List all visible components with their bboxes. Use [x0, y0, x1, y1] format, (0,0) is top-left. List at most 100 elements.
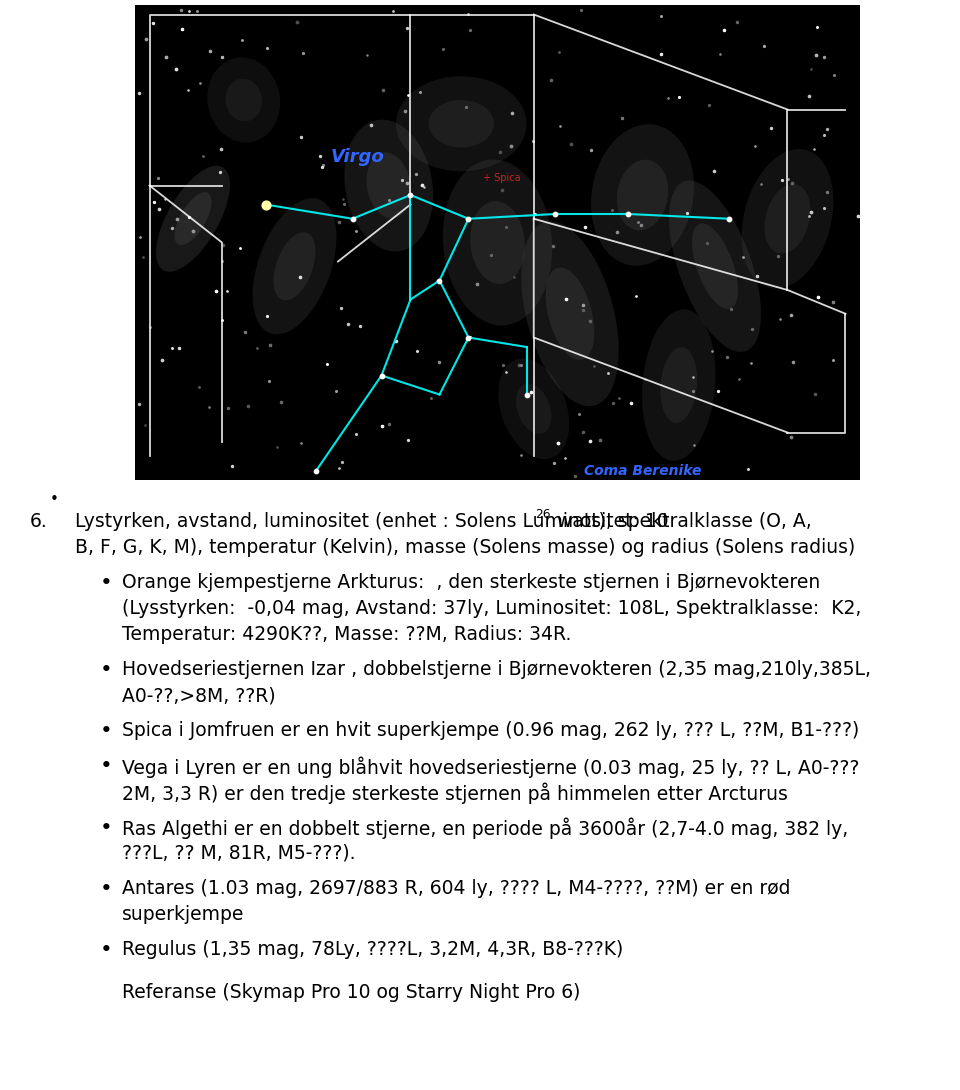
- Point: [620, 205, 636, 222]
- Text: Orange kjempestjerne Arkturus:  , den sterkeste stjernen i Bjørnevokteren: Orange kjempestjerne Arkturus: , den ste…: [122, 573, 820, 592]
- Point: [671, 88, 686, 106]
- Point: [810, 288, 826, 305]
- Point: [587, 358, 602, 375]
- Point: [263, 336, 278, 353]
- Point: [312, 147, 327, 165]
- Point: [196, 147, 211, 165]
- Point: [147, 193, 162, 210]
- Point: [458, 98, 473, 116]
- Point: [212, 162, 228, 180]
- Point: [165, 339, 180, 356]
- Point: [131, 395, 146, 412]
- Point: [172, 340, 187, 358]
- Point: [258, 196, 274, 214]
- Point: [592, 432, 608, 449]
- Point: [679, 205, 694, 222]
- Text: Referanse (Skymap Pro 10 og Starry Night Pro 6): Referanse (Skymap Pro 10 og Starry Night…: [122, 982, 581, 1002]
- Point: [826, 66, 841, 84]
- Ellipse shape: [660, 347, 697, 423]
- Point: [432, 271, 447, 289]
- Point: [142, 318, 157, 336]
- Text: 26: 26: [535, 508, 550, 521]
- Ellipse shape: [175, 192, 211, 245]
- Text: 2M, 3,3 R) er den tredje sterkeste stjernen på himmelen etter Arcturus: 2M, 3,3 R) er den tredje sterkeste stjer…: [122, 783, 788, 804]
- Point: [543, 72, 559, 89]
- Point: [400, 432, 416, 449]
- Ellipse shape: [742, 149, 833, 289]
- Text: 6.: 6.: [30, 512, 48, 531]
- Point: [463, 22, 478, 39]
- Point: [583, 312, 598, 329]
- Ellipse shape: [226, 78, 262, 121]
- Point: [308, 462, 324, 480]
- Point: [214, 48, 229, 65]
- Point: [495, 356, 511, 374]
- Point: [704, 342, 719, 360]
- Point: [505, 105, 520, 122]
- Point: [558, 290, 573, 307]
- Point: [518, 386, 534, 403]
- Point: [774, 171, 789, 189]
- Point: [685, 368, 701, 386]
- Point: [234, 32, 250, 49]
- Point: [808, 46, 824, 63]
- Point: [237, 324, 252, 341]
- Point: [168, 61, 183, 78]
- Point: [333, 299, 348, 316]
- Point: [553, 118, 568, 135]
- Ellipse shape: [470, 201, 525, 284]
- Point: [637, 371, 653, 388]
- Point: [215, 253, 230, 270]
- Point: [806, 141, 822, 158]
- Ellipse shape: [396, 76, 526, 171]
- Point: [294, 129, 309, 146]
- Point: [494, 181, 510, 198]
- Point: [550, 434, 565, 451]
- Point: [460, 5, 475, 23]
- Point: [138, 31, 154, 48]
- Point: [631, 214, 646, 231]
- Point: [744, 320, 759, 338]
- Point: [771, 247, 786, 265]
- Point: [293, 435, 308, 452]
- Point: [156, 191, 172, 208]
- Point: [348, 222, 363, 240]
- Point: [701, 96, 716, 113]
- Point: [816, 48, 831, 65]
- Point: [315, 157, 330, 174]
- Point: [514, 356, 529, 374]
- Point: [261, 372, 276, 389]
- Point: [363, 117, 378, 134]
- Point: [700, 234, 715, 252]
- Text: Coma Berenike: Coma Berenike: [585, 464, 702, 479]
- Point: [193, 74, 208, 92]
- Point: [374, 417, 390, 435]
- Point: [567, 467, 583, 484]
- Point: [785, 353, 801, 371]
- Point: [132, 229, 148, 246]
- Ellipse shape: [591, 124, 694, 266]
- Point: [820, 121, 835, 138]
- Point: [492, 144, 508, 161]
- Point: [398, 20, 414, 37]
- Text: ???L, ?? M, 81R, M5-???).: ???L, ?? M, 81R, M5-???).: [122, 844, 355, 862]
- Point: [334, 453, 349, 471]
- Point: [150, 169, 165, 186]
- Text: watt), spektralklasse (O, A,: watt), spektralklasse (O, A,: [551, 512, 811, 531]
- Point: [782, 306, 798, 324]
- Point: [804, 60, 819, 77]
- Point: [214, 311, 229, 328]
- Point: [154, 351, 169, 368]
- Point: [724, 300, 739, 317]
- Point: [250, 339, 265, 356]
- Ellipse shape: [207, 58, 280, 143]
- Point: [685, 383, 701, 400]
- Point: [817, 198, 832, 216]
- Point: [158, 48, 174, 65]
- Ellipse shape: [642, 310, 715, 461]
- Point: [180, 81, 196, 98]
- Point: [240, 397, 255, 414]
- Point: [498, 218, 514, 235]
- Point: [335, 191, 350, 208]
- Point: [259, 307, 275, 325]
